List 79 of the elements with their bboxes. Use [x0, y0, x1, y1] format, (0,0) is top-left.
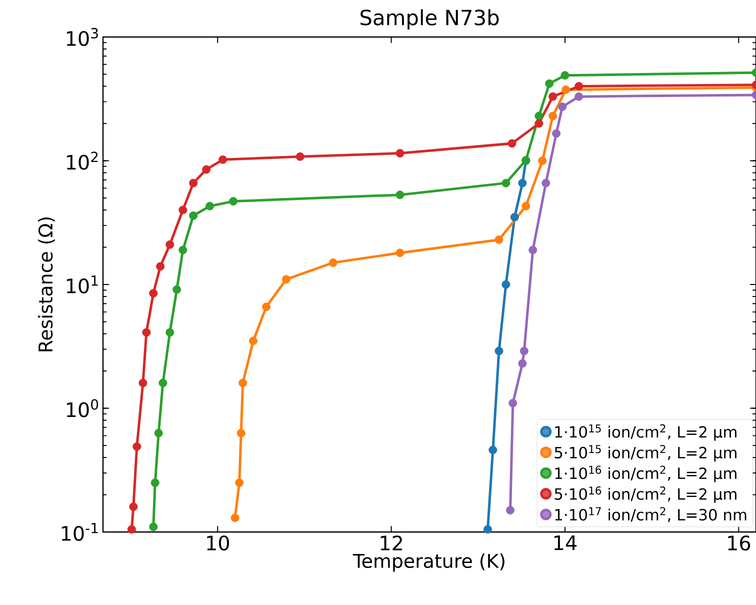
point: [396, 190, 404, 200]
point: [574, 82, 584, 90]
point: [248, 336, 258, 346]
point: [483, 525, 492, 534]
point: [230, 514, 240, 522]
point: [518, 178, 527, 188]
point: [552, 129, 561, 138]
x-tick-label: 10: [207, 536, 229, 551]
point: [166, 328, 174, 337]
point: [235, 478, 244, 487]
point: [154, 428, 163, 438]
legend-label: 1·10$^{17}$ ion/cm$^{2}$, L=30 nm: [555, 507, 746, 522]
point: [574, 92, 584, 101]
point: [528, 246, 538, 254]
point: [494, 346, 504, 356]
y-tick-label: 10$^{-1}$: [62, 523, 98, 541]
point: [558, 102, 567, 112]
point: [262, 302, 271, 312]
point: [229, 197, 238, 206]
point: [189, 178, 198, 188]
point: [502, 280, 510, 289]
point: [296, 152, 304, 161]
point: [202, 165, 211, 174]
point: [542, 178, 550, 188]
point: [178, 246, 188, 254]
point: [132, 442, 142, 451]
point: [158, 378, 168, 388]
y-tick-label: 10$^{2}$: [66, 152, 98, 170]
point: [189, 211, 198, 220]
legend-label: 1·10$^{15}$ ion/cm$^{2}$, L=2 μm: [555, 424, 736, 441]
point: [488, 446, 498, 454]
point: [236, 428, 246, 438]
point: [178, 206, 188, 214]
point: [560, 71, 570, 80]
y-tick-label: 10$^{1}$: [66, 276, 98, 294]
point: [150, 478, 160, 487]
point: [548, 112, 558, 120]
point: [149, 288, 158, 298]
point: [494, 235, 504, 244]
x-axis-title: Temperature (K): [352, 553, 504, 572]
x-tick-label: 14: [554, 536, 577, 550]
point: [522, 202, 530, 210]
point: [534, 119, 544, 128]
point: [166, 240, 174, 249]
legend-label: 1·10$^{16}$ ion/cm$^{2}$, L=2 μm: [555, 466, 736, 482]
point: [548, 92, 558, 101]
point: [218, 155, 228, 164]
point: [545, 79, 554, 88]
point: [506, 506, 515, 514]
legend-label: 5·10$^{16}$ ion/cm$^{2}$, L=2 μm: [554, 486, 736, 503]
point: [508, 139, 516, 148]
point: [206, 202, 214, 210]
point: [534, 112, 544, 120]
point: [127, 525, 136, 534]
x-tick-label: 12: [380, 536, 402, 550]
legend-label: 5·10$^{15}$ ion/cm$^{2}$, L=2 μm: [554, 444, 736, 462]
point: [396, 148, 404, 158]
point: [172, 285, 182, 294]
point: [502, 178, 510, 188]
point: [238, 378, 248, 388]
point: [538, 156, 547, 165]
y-axis-title: Resistance (Ω): [38, 218, 55, 352]
point: [149, 522, 158, 532]
point: [508, 398, 518, 408]
point: [562, 85, 570, 94]
point: [518, 359, 527, 368]
point: [156, 262, 165, 271]
point: [142, 328, 151, 337]
point: [328, 258, 338, 267]
y-tick-label: 10$^{3}$: [66, 28, 98, 46]
x-tick-label: 16: [728, 536, 750, 551]
point: [138, 378, 148, 388]
point: [396, 248, 404, 258]
chart-title: Sample N73b: [360, 9, 499, 30]
point: [129, 502, 138, 511]
point: [282, 275, 290, 284]
y-tick-label: 10$^{0}$: [66, 399, 98, 418]
point: [520, 346, 528, 356]
point: [510, 212, 519, 222]
